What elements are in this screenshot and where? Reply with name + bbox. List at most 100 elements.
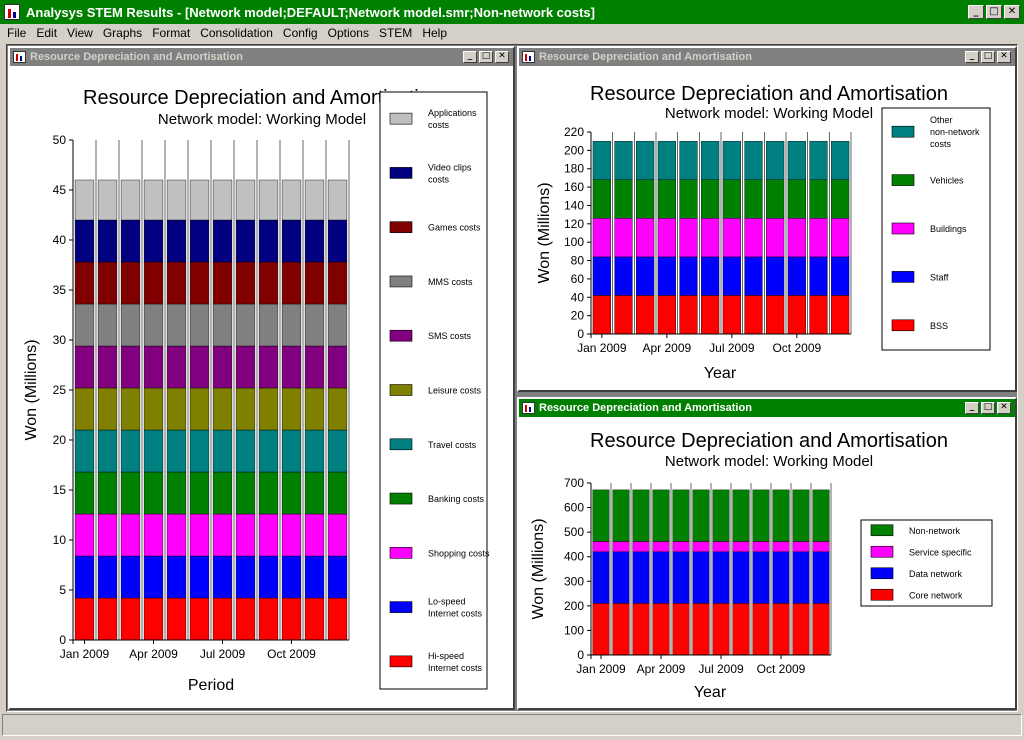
chart-window-non-network[interactable]: Resource Depreciation and Amortisation _… xyxy=(517,46,1017,392)
bar-segment xyxy=(74,597,95,641)
minimize-button[interactable]: _ xyxy=(965,51,979,63)
chart-subtitle: Network model: Working Model xyxy=(158,111,366,128)
bar-segment xyxy=(304,429,325,473)
maximize-button[interactable]: □ xyxy=(981,402,995,414)
bar-segment xyxy=(614,256,633,296)
bar-segment xyxy=(809,256,828,296)
bar-segment xyxy=(327,303,348,347)
chart-window-icon[interactable] xyxy=(522,402,535,414)
bar-segment xyxy=(787,295,806,335)
menu-view[interactable]: View xyxy=(67,26,93,40)
legend-swatch xyxy=(389,221,413,233)
menu-stem[interactable]: STEM xyxy=(378,26,413,40)
menu-graphs[interactable]: Graphs xyxy=(102,26,143,40)
menu-file[interactable]: File xyxy=(7,26,27,40)
bar-segment xyxy=(281,513,302,557)
app-chart-icon[interactable] xyxy=(4,4,20,20)
legend-label: Core network xyxy=(909,590,963,600)
bar-segment xyxy=(752,489,770,542)
bar-segment xyxy=(787,218,806,258)
bar-segment xyxy=(732,551,750,604)
app-titlebar[interactable]: Analysys STEM Results - [Network model;D… xyxy=(0,0,1024,24)
menu-edit[interactable]: Edit xyxy=(36,26,58,40)
bar-segment xyxy=(766,295,785,335)
menu-format[interactable]: Format xyxy=(152,26,191,40)
bar-segment xyxy=(304,597,325,641)
chart-window-titlebar[interactable]: Resource Depreciation and Amortisation _… xyxy=(519,48,1015,66)
bar-segment xyxy=(212,429,233,473)
y-tick-label: 600 xyxy=(564,501,584,515)
bar-segment xyxy=(701,179,720,219)
bar-segment xyxy=(809,140,828,180)
bar-segment xyxy=(831,179,850,219)
maximize-button[interactable]: □ xyxy=(479,51,493,63)
close-button[interactable]: ✕ xyxy=(495,51,509,63)
maximize-button[interactable]: □ xyxy=(981,51,995,63)
bar-segment xyxy=(166,471,187,515)
bar-segment xyxy=(792,551,810,604)
y-tick-label: 30 xyxy=(53,333,67,347)
x-tick-label: Apr 2009 xyxy=(637,662,686,676)
bar-segment xyxy=(792,541,810,553)
menu-consolidation[interactable]: Consolidation xyxy=(200,26,273,40)
chart-window-icon[interactable] xyxy=(13,51,26,63)
bar-segment xyxy=(120,555,141,599)
bar-segment xyxy=(235,261,256,305)
bar-segment xyxy=(189,555,210,599)
y-tick-label: 300 xyxy=(564,574,584,588)
legend-label: Video clips costs xyxy=(428,162,472,184)
minimize-button[interactable]: _ xyxy=(463,51,477,63)
y-tick-label: 25 xyxy=(53,383,67,397)
bar-segment xyxy=(235,303,256,347)
bar-segment xyxy=(812,489,830,542)
bar-segment xyxy=(281,597,302,641)
chart-window-icon[interactable] xyxy=(522,51,535,63)
legend-label-line: costs xyxy=(930,139,952,149)
bar-segment xyxy=(809,295,828,335)
bar-segment xyxy=(636,140,655,180)
chart-title: Resource Depreciation and Amortisation xyxy=(83,87,441,109)
chart-window-titlebar[interactable]: Resource Depreciation and Amortisation _… xyxy=(519,399,1015,417)
legend-label: Shopping costs xyxy=(428,548,490,558)
legend-label-line: non-network xyxy=(930,127,980,137)
close-button[interactable]: ✕ xyxy=(997,51,1011,63)
bar-segment xyxy=(592,140,611,180)
bar-segment xyxy=(304,387,325,431)
chart-window-services[interactable]: Resource Depreciation and Amortisation _… xyxy=(8,46,515,710)
legend-swatch xyxy=(389,112,413,125)
y-tick-label: 5 xyxy=(59,583,66,597)
legend-label-line: costs xyxy=(428,174,450,184)
bar-segment xyxy=(281,345,302,389)
legend-label-line: Internet costs xyxy=(428,609,483,619)
chart-plot-area: Resource Depreciation and Amortisation Ne… xyxy=(519,66,1015,390)
bar-segment xyxy=(632,489,650,542)
bar-segment xyxy=(74,429,95,473)
menu-config[interactable]: Config xyxy=(282,26,318,40)
bar-segment xyxy=(74,387,95,431)
menu-options[interactable]: Options xyxy=(327,26,369,40)
menu-help[interactable]: Help xyxy=(422,26,447,40)
minimize-button[interactable]: _ xyxy=(965,402,979,414)
legend-label: Other non-network costs xyxy=(930,115,980,149)
close-button[interactable]: ✕ xyxy=(997,402,1011,414)
bar-segment xyxy=(97,513,118,557)
chart-window-titlebar[interactable]: Resource Depreciation and Amortisation _… xyxy=(10,48,513,66)
maximize-button[interactable]: □ xyxy=(986,5,1002,19)
legend-label-line: Internet costs xyxy=(428,663,483,673)
chart-plot-area: Resource Depreciation and Amortisation Ne… xyxy=(519,417,1015,708)
bar-segment xyxy=(212,471,233,515)
bar-segment xyxy=(258,261,279,305)
legend-label: Games costs xyxy=(428,223,481,233)
bar-segment xyxy=(722,256,741,296)
chart-window-network[interactable]: Resource Depreciation and Amortisation _… xyxy=(517,397,1017,710)
minimize-button[interactable]: _ xyxy=(968,5,984,19)
y-tick-label: 0 xyxy=(577,327,584,341)
y-tick-label: 140 xyxy=(564,198,584,212)
bar-segment xyxy=(636,218,655,258)
bar-segment xyxy=(672,489,690,542)
close-button[interactable]: ✕ xyxy=(1004,5,1020,19)
bar-segment xyxy=(212,513,233,557)
bar-segment xyxy=(327,345,348,389)
bar-segment xyxy=(235,513,256,557)
stacked-bar-chart: Resource Depreciation and AmortisationNe… xyxy=(536,83,991,382)
